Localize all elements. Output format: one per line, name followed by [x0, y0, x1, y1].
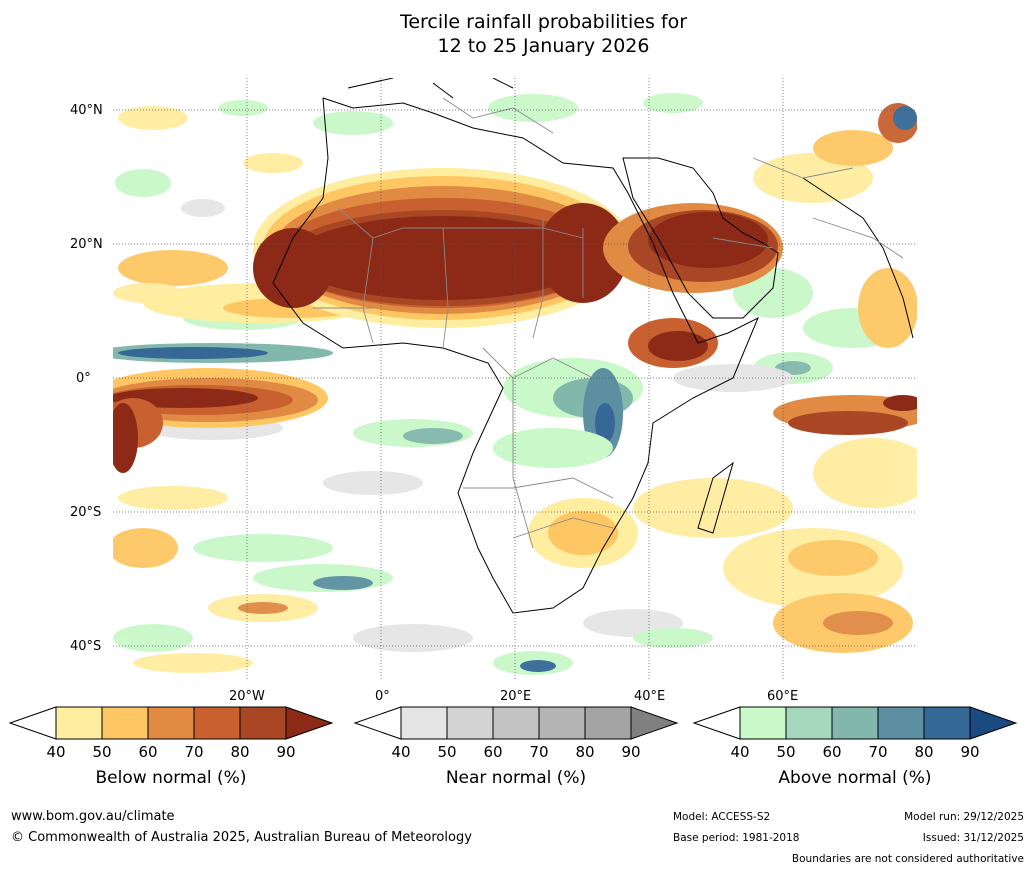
website-link[interactable]: www.bom.gov.au/climate — [11, 809, 175, 824]
near-cbar-seg-1 — [400, 706, 448, 740]
east-africa-wet — [493, 358, 643, 568]
below-tick-70: 70 — [184, 743, 204, 761]
copyright-text: © Commonwealth of Australia 2025, Austra… — [11, 830, 472, 845]
below-tick-40: 40 — [46, 743, 66, 761]
graticule — [113, 78, 917, 681]
lat-label-20n: 20°N — [70, 237, 103, 252]
indian-ocean-dry-band — [773, 395, 917, 435]
base-period: Base period: 1981-2018 — [673, 832, 800, 844]
above-cbar-seg-1 — [739, 706, 787, 740]
above-tick-90: 90 — [960, 743, 980, 761]
lon-label-20w: 20°W — [229, 689, 265, 704]
below-cbar-seg-3 — [147, 706, 195, 740]
near-cbar-seg-5 — [584, 706, 632, 740]
below-tick-80: 80 — [230, 743, 250, 761]
above-tick-40: 40 — [730, 743, 750, 761]
above-cbar-seg-4 — [877, 706, 925, 740]
lat-label-equator: 0° — [76, 371, 91, 386]
below-cbar-seg-1 — [55, 706, 103, 740]
near-tick-50: 50 — [437, 743, 457, 761]
colorbars — [8, 706, 1018, 740]
near-tick-60: 60 — [483, 743, 503, 761]
sahara-dry-anomaly — [253, 168, 783, 368]
scattered-patches — [113, 93, 917, 675]
map-title: Tercile rainfall probabilities for 12 to… — [0, 10, 1035, 58]
above-cbar-seg-5 — [923, 706, 971, 740]
lon-label-60e: 60°E — [767, 689, 799, 704]
below-cbar-seg-5 — [239, 706, 287, 740]
above-tick-80: 80 — [914, 743, 934, 761]
below-tick-90: 90 — [276, 743, 296, 761]
above-tick-60: 60 — [822, 743, 842, 761]
lon-label-20e: 20°E — [500, 689, 532, 704]
near-cbar-right-arrow — [630, 706, 679, 740]
above-normal-label: Above normal (%) — [778, 768, 932, 788]
near-normal-label: Near normal (%) — [445, 768, 587, 788]
below-cbar-left-arrow — [8, 706, 57, 740]
near-cbar-left-arrow — [353, 706, 402, 740]
title-line-2: 12 to 25 January 2026 — [437, 35, 650, 57]
below-tick-60: 60 — [138, 743, 158, 761]
below-normal-colorbar — [8, 706, 334, 740]
above-tick-50: 50 — [776, 743, 796, 761]
model-run-date: Model run: 29/12/2025 — [904, 811, 1024, 823]
near-tick-40: 40 — [391, 743, 411, 761]
country-borders — [313, 97, 904, 549]
above-tick-70: 70 — [868, 743, 888, 761]
above-cbar-right-arrow — [969, 706, 1018, 740]
below-cbar-seg-2 — [101, 706, 149, 740]
lat-label-40n: 40°N — [70, 103, 103, 118]
lon-label-40e: 40°E — [634, 689, 666, 704]
lat-label-40s: 40°S — [70, 639, 102, 654]
above-normal-colorbar — [692, 706, 1018, 740]
title-line-1: Tercile rainfall probabilities for — [399, 11, 688, 33]
coastlines — [272, 78, 914, 614]
near-cbar-seg-3 — [492, 706, 540, 740]
below-cbar-seg-4 — [193, 706, 241, 740]
lon-label-0: 0° — [375, 689, 390, 704]
above-cbar-seg-2 — [785, 706, 833, 740]
near-normal-colorbar — [353, 706, 679, 740]
model-name: Model: ACCESS-S2 — [673, 811, 771, 823]
lat-label-20s: 20°S — [70, 505, 102, 520]
below-tick-50: 50 — [92, 743, 112, 761]
issued-date: Issued: 31/12/2025 — [922, 832, 1024, 844]
near-cbar-seg-2 — [446, 706, 494, 740]
near-tick-80: 80 — [575, 743, 595, 761]
boundaries-disclaimer: Boundaries are not considered authoritat… — [791, 853, 1024, 865]
map-canvas — [113, 78, 917, 681]
rainfall-probability-map — [113, 78, 917, 681]
near-tick-70: 70 — [529, 743, 549, 761]
below-cbar-right-arrow — [285, 706, 334, 740]
near-cbar-seg-4 — [538, 706, 586, 740]
above-cbar-seg-3 — [831, 706, 879, 740]
near-tick-90: 90 — [621, 743, 641, 761]
below-normal-label: Below normal (%) — [95, 768, 247, 788]
above-cbar-left-arrow — [692, 706, 741, 740]
